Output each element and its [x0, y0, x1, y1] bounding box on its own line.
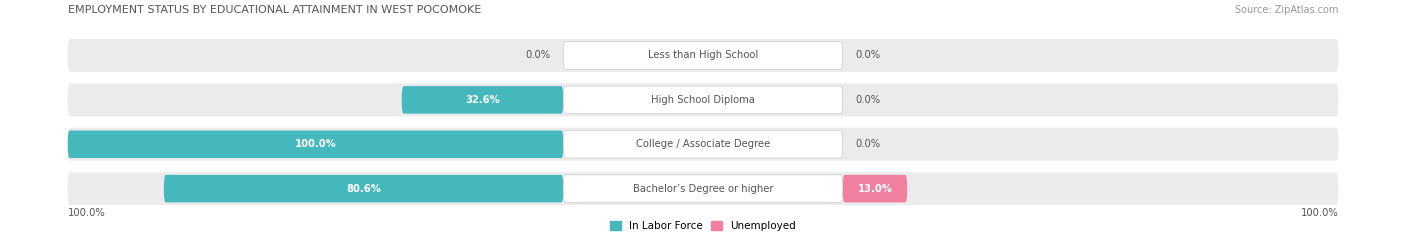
- FancyBboxPatch shape: [67, 128, 1339, 161]
- FancyBboxPatch shape: [564, 130, 842, 158]
- Text: EMPLOYMENT STATUS BY EDUCATIONAL ATTAINMENT IN WEST POCOMOKE: EMPLOYMENT STATUS BY EDUCATIONAL ATTAINM…: [67, 5, 481, 15]
- Text: Bachelor’s Degree or higher: Bachelor’s Degree or higher: [633, 184, 773, 194]
- FancyBboxPatch shape: [67, 83, 1339, 116]
- Text: 100.0%: 100.0%: [295, 139, 336, 149]
- FancyBboxPatch shape: [165, 175, 564, 202]
- Text: 0.0%: 0.0%: [855, 139, 880, 149]
- Text: 100.0%: 100.0%: [67, 208, 105, 218]
- FancyBboxPatch shape: [564, 86, 842, 114]
- FancyBboxPatch shape: [67, 130, 564, 158]
- Text: 13.0%: 13.0%: [858, 184, 893, 194]
- FancyBboxPatch shape: [67, 172, 1339, 205]
- FancyBboxPatch shape: [564, 42, 842, 69]
- FancyBboxPatch shape: [564, 175, 842, 202]
- FancyBboxPatch shape: [67, 39, 1339, 72]
- Text: 100.0%: 100.0%: [1301, 208, 1339, 218]
- FancyBboxPatch shape: [402, 86, 564, 114]
- Legend: In Labor Force, Unemployed: In Labor Force, Unemployed: [610, 221, 796, 231]
- Text: 0.0%: 0.0%: [855, 51, 880, 61]
- Text: 0.0%: 0.0%: [855, 95, 880, 105]
- Text: High School Diploma: High School Diploma: [651, 95, 755, 105]
- FancyBboxPatch shape: [842, 175, 907, 202]
- Text: College / Associate Degree: College / Associate Degree: [636, 139, 770, 149]
- Text: Less than High School: Less than High School: [648, 51, 758, 61]
- Text: 0.0%: 0.0%: [526, 51, 551, 61]
- Text: 80.6%: 80.6%: [346, 184, 381, 194]
- Text: Source: ZipAtlas.com: Source: ZipAtlas.com: [1234, 5, 1339, 15]
- Text: 32.6%: 32.6%: [465, 95, 501, 105]
